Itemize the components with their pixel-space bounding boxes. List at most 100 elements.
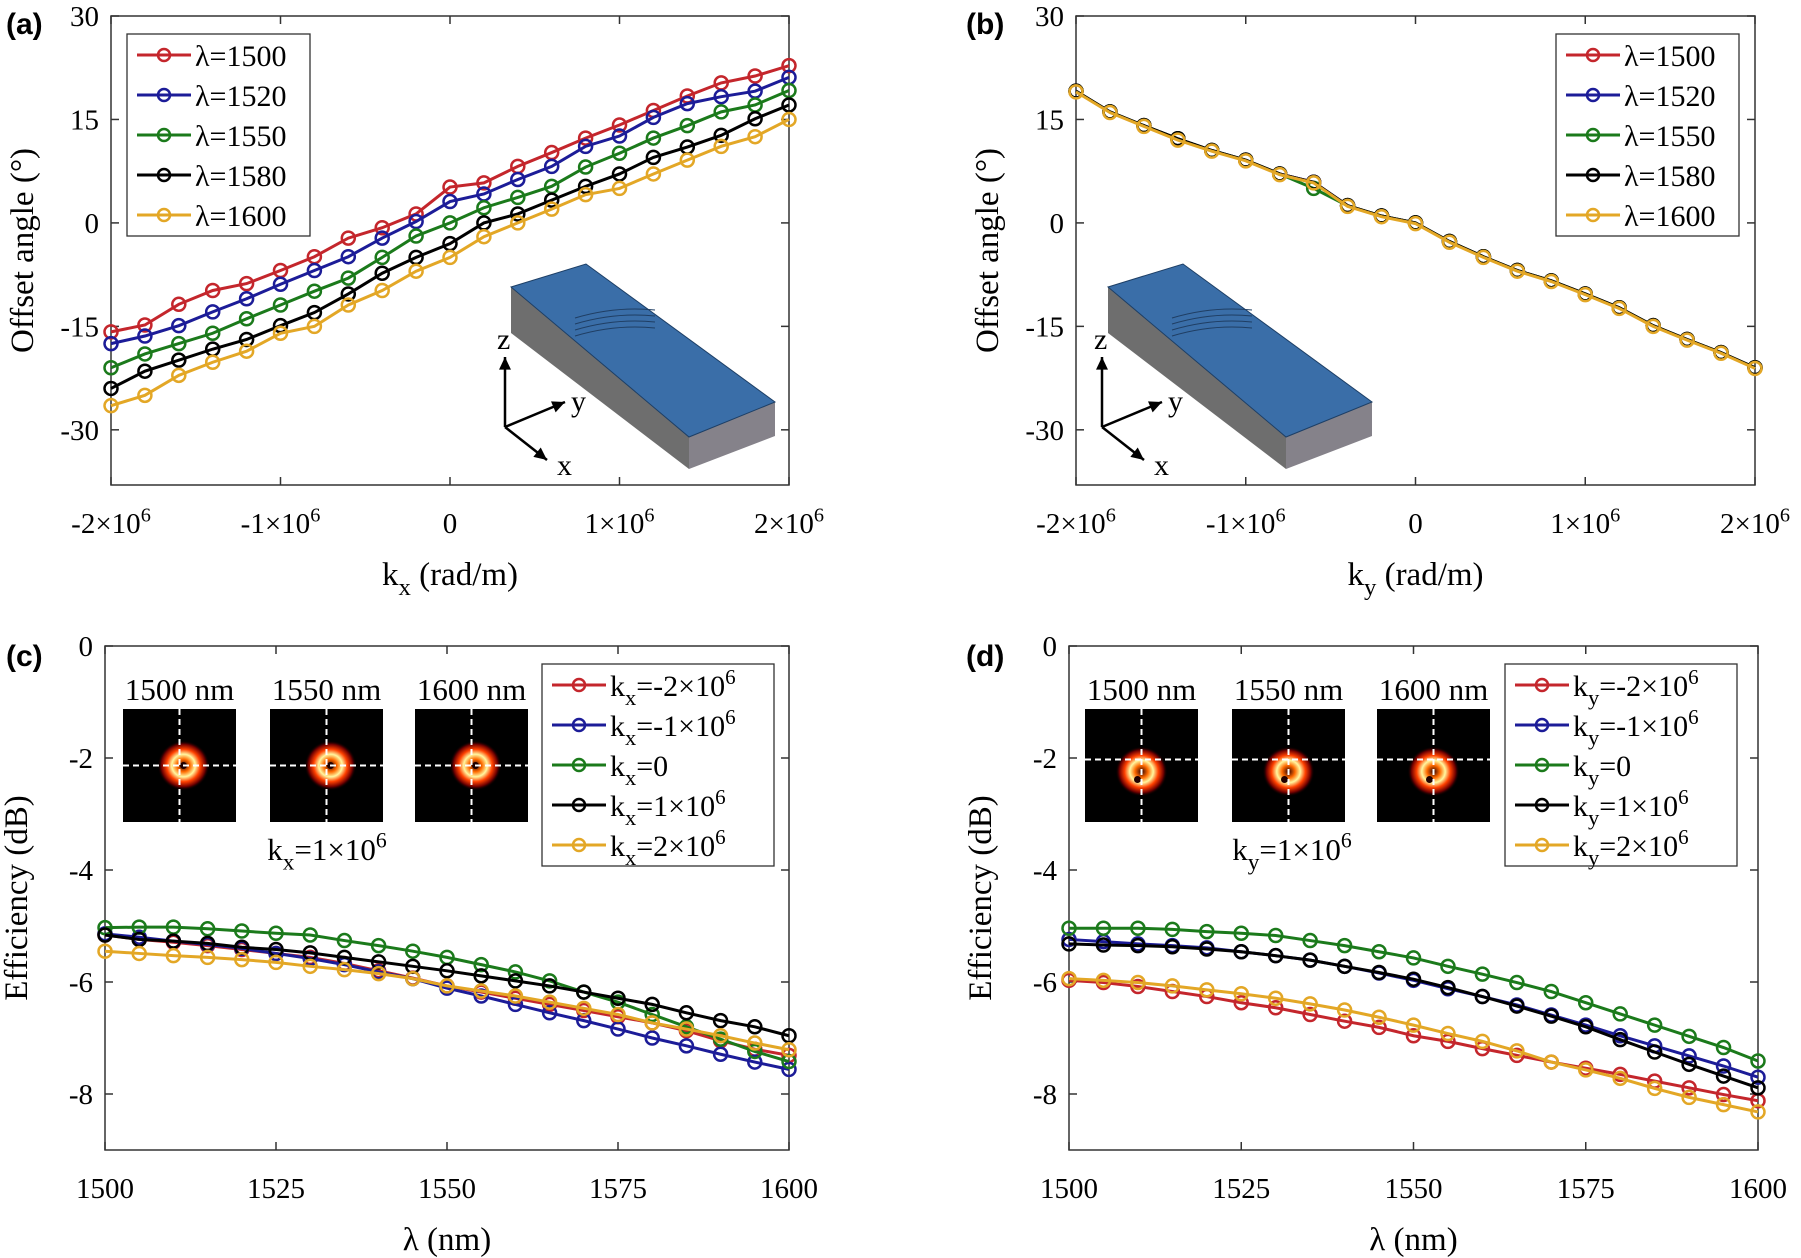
legend-entry-label: λ=1520 <box>1624 80 1715 113</box>
data-point <box>644 996 660 1013</box>
data-point <box>1440 958 1456 975</box>
waveguide-end <box>689 402 775 469</box>
data-point <box>1612 1031 1628 1048</box>
data-point <box>1578 1062 1594 1078</box>
x-tick-label: 0 <box>443 508 458 540</box>
data-point <box>1371 944 1387 960</box>
data-point <box>1061 931 1077 948</box>
data-point <box>1578 994 1594 1011</box>
legend-entry-label: kx=1×106 <box>610 785 726 830</box>
series-line <box>110 103 790 390</box>
data-point <box>1233 925 1249 942</box>
axis-letter-x: x <box>557 449 572 482</box>
legend-swatch-marker <box>1585 127 1601 143</box>
data-point <box>611 166 628 182</box>
data-point <box>577 178 594 195</box>
data-point <box>1681 1080 1697 1096</box>
legend-swatch-marker <box>1534 677 1550 693</box>
legend-entry-label: λ=1500 <box>195 40 286 73</box>
waveguide-side <box>1108 287 1286 469</box>
data-point <box>1715 1096 1732 1113</box>
inset: z yx <box>497 263 777 482</box>
axis-letter-z: z <box>1094 323 1107 356</box>
y-tick-label: 0 <box>1050 208 1065 240</box>
data-point <box>473 983 489 999</box>
data-point <box>405 970 421 987</box>
data-point <box>577 159 594 175</box>
data-point <box>1475 249 1492 266</box>
data-point <box>644 1006 660 1023</box>
data-point <box>336 961 353 978</box>
data-point <box>234 923 250 939</box>
data-point <box>1407 215 1424 232</box>
data-point <box>781 82 797 99</box>
y-tick-label: -30 <box>1025 415 1064 447</box>
data-point <box>781 1042 797 1058</box>
y-tick-label: -15 <box>60 311 99 343</box>
data-point <box>1061 920 1077 936</box>
data-point <box>204 354 221 370</box>
series-yellow <box>1061 970 1766 1120</box>
data-point <box>374 249 390 266</box>
x-tick-label: 1550 <box>418 1173 476 1205</box>
metasurface-groove <box>1171 308 1253 319</box>
data-point <box>1679 332 1695 348</box>
legend-swatch-marker <box>1585 87 1601 103</box>
data-point <box>442 179 458 195</box>
data-point <box>476 199 492 216</box>
data-point <box>1612 1070 1628 1087</box>
data-point <box>781 97 797 113</box>
data-point <box>577 186 594 203</box>
y-tick-label: -4 <box>1033 855 1058 887</box>
data-point <box>1646 1017 1663 1033</box>
y-tick-label: 15 <box>70 104 99 136</box>
series-line <box>1068 937 1759 1079</box>
data-point <box>712 1028 729 1044</box>
beam-profile-caption: ky=1×106 <box>1232 829 1352 876</box>
data-point <box>1238 153 1254 169</box>
data-point <box>678 1038 695 1054</box>
data-point <box>1441 234 1458 250</box>
data-point <box>1405 971 1422 987</box>
data-point <box>1302 996 1318 1012</box>
data-point <box>713 127 729 144</box>
data-point <box>1747 360 1763 377</box>
metasurface-groove <box>574 320 656 331</box>
series-blue <box>1061 931 1766 1085</box>
series-green <box>1061 920 1766 1069</box>
data-point <box>408 213 424 230</box>
data-point <box>171 335 187 352</box>
legend-entry-label: ky=0 <box>1573 750 1631 790</box>
series-line <box>1075 90 1756 370</box>
data-point <box>268 954 284 971</box>
data-point <box>1405 1017 1422 1033</box>
data-point <box>306 283 323 299</box>
series-green <box>103 82 797 376</box>
data-point <box>1371 1009 1387 1026</box>
data-point <box>1061 936 1077 952</box>
data-point <box>747 1035 763 1051</box>
data-point <box>541 978 558 994</box>
legend-swatch-marker <box>571 677 587 693</box>
data-point <box>712 1012 729 1029</box>
legend-swatch-marker <box>1534 757 1550 773</box>
y-tick-label: -6 <box>69 967 93 999</box>
data-point <box>1102 104 1118 121</box>
data-point <box>1715 1086 1732 1103</box>
data-point <box>541 994 558 1010</box>
data-point <box>611 180 628 197</box>
data-point <box>336 932 353 949</box>
panel-c: (c) 1500 1525 1550 1575 1600 0 -2 -4 -6 -8 λ (nm) Ef… <box>0 631 818 1258</box>
beam-profile-label: 1500 nm <box>125 672 234 707</box>
data-point <box>543 158 560 175</box>
data-point <box>611 128 628 144</box>
data-point <box>747 1043 763 1060</box>
data-point <box>510 206 526 222</box>
x-tick-label: 2×106 <box>1720 504 1790 540</box>
data-point <box>713 88 729 105</box>
data-point <box>302 958 318 975</box>
legend-entry-label: kx=0 <box>610 750 668 790</box>
data-point <box>1612 1006 1628 1022</box>
arrow-head <box>1096 357 1108 370</box>
beam-profile-label: 1550 nm <box>272 672 381 707</box>
